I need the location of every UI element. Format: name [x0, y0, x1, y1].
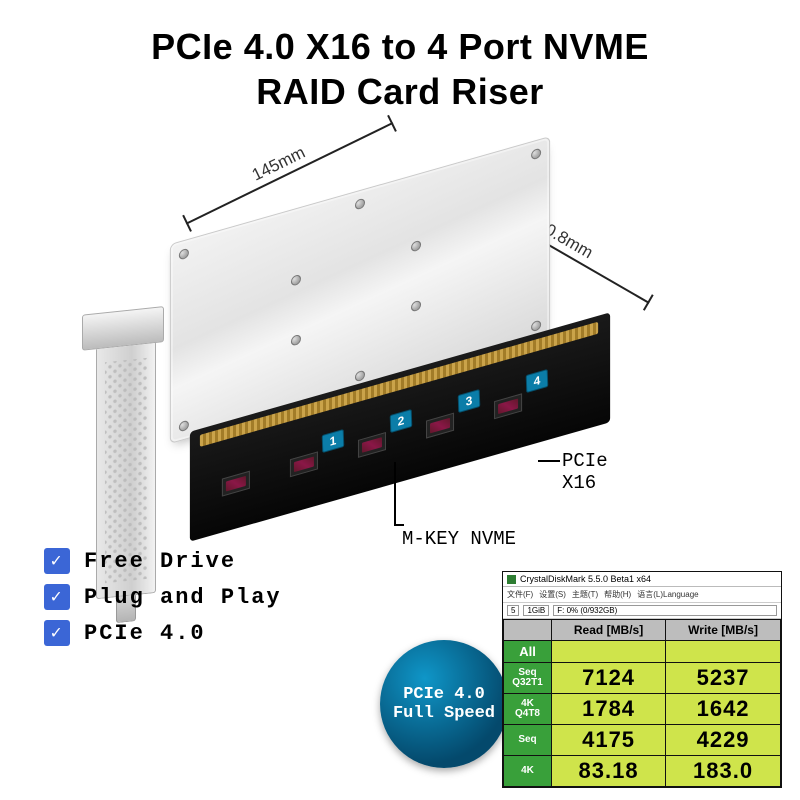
badge-line1: PCIe 4.0 [403, 685, 485, 704]
row-4k-q4t8: 4KQ4T8 [504, 694, 552, 725]
feature-item: ✓ Free Drive [44, 548, 282, 574]
row-4k: 4K [504, 756, 552, 787]
val-write-4: 183.0 [666, 756, 781, 787]
val-write-1: 5237 [666, 663, 781, 694]
val-write-3: 4229 [666, 725, 781, 756]
app-icon [507, 575, 516, 584]
col-write: Write [MB/s] [666, 620, 781, 641]
benchmark-options: 5 1GiB F: 0% (0/932GB) [503, 603, 781, 619]
ic-row [222, 393, 522, 496]
headline-line2: RAID Card Riser [256, 71, 544, 112]
val-write-2: 1642 [666, 694, 781, 725]
benchmark-titlebar: CrystalDiskMark 5.5.0 Beta1 x64 [503, 572, 781, 587]
label-pcie-x16: PCIe X16 [562, 450, 610, 494]
row-seq: Seq [504, 725, 552, 756]
row-seq-q32t1: SeqQ32T1 [504, 663, 552, 694]
val-read-2: 1784 [552, 694, 666, 725]
headline: PCIe 4.0 X16 to 4 Port NVME RAID Card Ri… [0, 0, 800, 114]
benchmark-menu: 文件(F) 设置(S) 主题(T) 帮助(H) 语言(L)Language [503, 587, 781, 603]
speed-badge: PCIe 4.0 Full Speed [380, 640, 508, 768]
row-all: All [504, 641, 552, 663]
feature-item: ✓ PCIe 4.0 [44, 620, 282, 646]
benchmark-window: CrystalDiskMark 5.5.0 Beta1 x64 文件(F) 设置… [502, 571, 782, 788]
check-icon: ✓ [44, 584, 70, 610]
feature-text: Plug and Play [84, 585, 282, 610]
benchmark-table: Read [MB/s] Write [MB/s] All SeqQ32T1 71… [503, 619, 781, 787]
check-icon: ✓ [44, 548, 70, 574]
check-icon: ✓ [44, 620, 70, 646]
opt-drive: F: 0% (0/932GB) [553, 605, 777, 616]
col-read: Read [MB/s] [552, 620, 666, 641]
feature-item: ✓ Plug and Play [44, 584, 282, 610]
val-read-3: 4175 [552, 725, 666, 756]
opt-runs: 5 [507, 605, 519, 616]
val-read-1: 7124 [552, 663, 666, 694]
label-mkey-nvme: M-KEY NVME [402, 528, 516, 550]
opt-size: 1GiB [523, 605, 549, 616]
badge-line2: Full Speed [393, 704, 495, 723]
product-illustration: 145mm 110.8mm 1 2 3 4 PCIe X16 [50, 160, 610, 540]
feature-list: ✓ Free Drive ✓ Plug and Play ✓ PCIe 4.0 [44, 538, 282, 656]
feature-text: PCIe 4.0 [84, 621, 206, 646]
headline-line1: PCIe 4.0 X16 to 4 Port NVME [151, 26, 649, 67]
feature-text: Free Drive [84, 549, 236, 574]
benchmark-title: CrystalDiskMark 5.5.0 Beta1 x64 [520, 574, 651, 584]
val-read-4: 83.18 [552, 756, 666, 787]
